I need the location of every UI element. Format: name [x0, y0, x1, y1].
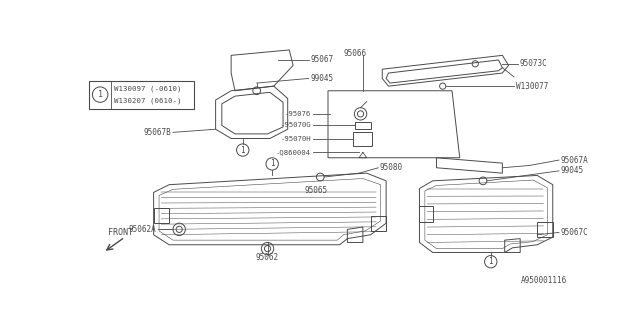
Text: 95067B: 95067B [144, 128, 172, 137]
Text: -95070H: -95070H [280, 136, 311, 142]
Text: 1: 1 [241, 146, 245, 155]
Bar [90, 81, 194, 109]
Text: 95080: 95080 [380, 163, 403, 172]
Text: A950001116: A950001116 [520, 276, 566, 285]
Text: 99045: 99045 [561, 166, 584, 175]
Text: 95067A: 95067A [561, 156, 588, 164]
Text: W130207 (0610-): W130207 (0610-) [114, 98, 182, 104]
Text: W130097 (-0610): W130097 (-0610) [114, 86, 182, 92]
Text: 95066: 95066 [344, 49, 367, 58]
Text: 95067: 95067 [310, 55, 333, 64]
Text: -Q860004: -Q860004 [276, 149, 311, 156]
Text: -95070G: -95070G [280, 123, 311, 128]
Text: 95067C: 95067C [561, 228, 588, 237]
Text: 95062A: 95062A [128, 225, 156, 234]
Text: 1: 1 [488, 257, 493, 266]
Text: 95065: 95065 [305, 186, 328, 195]
Bar [353, 132, 372, 146]
Text: 95073C: 95073C [520, 59, 547, 68]
Text: FRONT: FRONT [108, 228, 133, 237]
Text: W130077: W130077 [516, 82, 548, 91]
Text: 1: 1 [98, 90, 102, 99]
Text: 99045: 99045 [310, 74, 333, 83]
Bar [355, 122, 371, 129]
Text: 95062: 95062 [256, 253, 279, 262]
Text: -95076: -95076 [285, 111, 311, 117]
Text: 1: 1 [270, 159, 275, 168]
